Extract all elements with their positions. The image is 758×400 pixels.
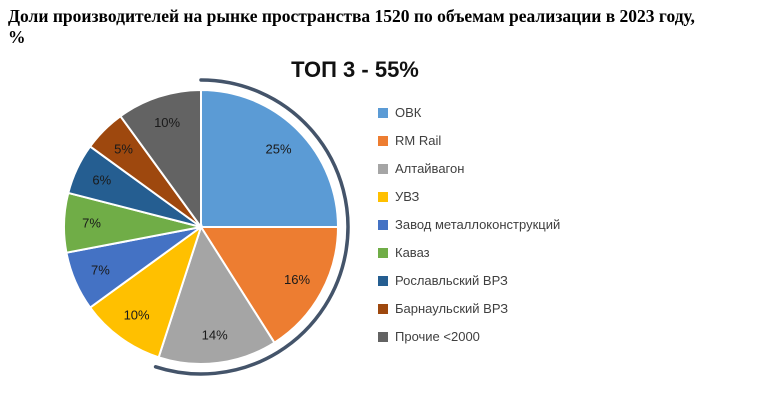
legend-item: RM Rail: [378, 134, 560, 147]
pie-slice-2: [157, 224, 276, 365]
pie-slice-label: 7%: [91, 263, 110, 278]
legend-item: Алтайвагон: [378, 162, 560, 175]
legend: ОВК RM Rail Алтайвагон УВЗ Завод металлоконс…: [378, 106, 560, 343]
legend-label: RM Rail: [395, 133, 442, 148]
pie-slice-label: 7%: [82, 216, 101, 231]
legend-swatch: [378, 303, 388, 314]
legend-label: Алтайвагон: [395, 161, 465, 176]
legend-label: Барнаульский ВРЗ: [395, 301, 509, 316]
page-title: Доли производителей на рынке пространств…: [8, 6, 750, 49]
chart-title: ТОП 3 - 55%: [291, 57, 419, 82]
legend-label: УВЗ: [395, 189, 420, 204]
pie-slice-label: 6%: [92, 172, 111, 187]
legend-swatch: [378, 219, 388, 230]
legend-item: Прочие <2000: [378, 330, 560, 343]
page-title-line2: %: [8, 27, 26, 48]
legend-swatch: [378, 191, 388, 202]
pie-slice-8: [119, 88, 202, 231]
legend-item: УВЗ: [378, 190, 560, 203]
pie-slice-label: 25%: [265, 142, 291, 157]
legend-item: Завод металлоконструкций: [378, 218, 560, 231]
pie-slice-label: 10%: [124, 308, 150, 323]
legend-label: Прочие <2000: [395, 329, 480, 344]
pie-slice-1: [199, 226, 340, 345]
legend-label: Рославльский ВРЗ: [395, 273, 508, 288]
legend-swatch: [378, 163, 388, 174]
pie-slice-3: [88, 224, 203, 359]
legend-swatch: [378, 247, 388, 258]
page-title-line1: Доли производителей на рынке пространств…: [8, 6, 695, 26]
pie-chart-svg: 25% 16% 14% 10% 7% 7% 6%5% 10%: [63, 78, 350, 376]
top3-bracket-arc: [153, 78, 350, 376]
legend-swatch: [378, 331, 388, 342]
legend-swatch: [378, 135, 388, 146]
legend-item: Рославльский ВРЗ: [378, 274, 560, 287]
legend-label: Каваз: [395, 245, 430, 260]
pie-slice-label: 5%: [114, 142, 133, 157]
pie-slice-label: 14%: [202, 328, 228, 343]
pie-slice-label: 16%: [284, 272, 310, 287]
legend-swatch: [378, 107, 388, 118]
legend-item: Каваз: [378, 246, 560, 259]
pie-slice-0: [200, 88, 340, 228]
pie-slice-label: 10%: [154, 115, 180, 130]
legend-label: ОВК: [395, 105, 422, 120]
legend-label: Завод металлоконструкций: [395, 217, 561, 232]
legend-item: ОВК: [378, 106, 560, 119]
legend-swatch: [378, 275, 388, 286]
legend-item: Барнаульский ВРЗ: [378, 302, 560, 315]
